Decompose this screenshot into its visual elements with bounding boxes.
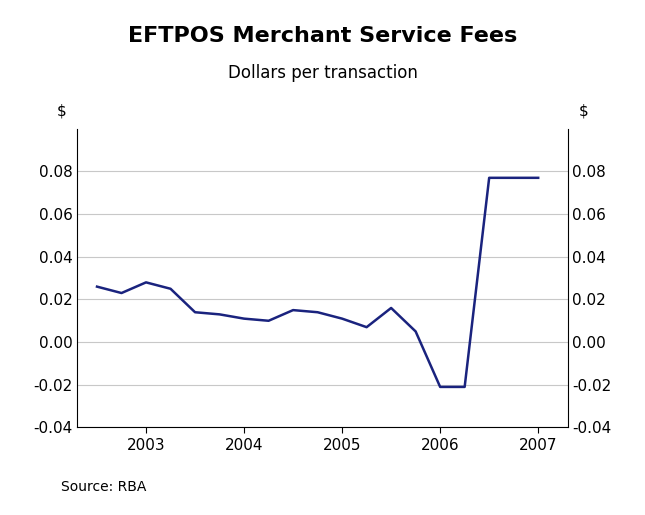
Text: Dollars per transaction: Dollars per transaction [228, 64, 417, 82]
Text: $: $ [579, 104, 589, 118]
Text: Source: RBA: Source: RBA [61, 480, 146, 494]
Text: EFTPOS Merchant Service Fees: EFTPOS Merchant Service Fees [128, 26, 517, 46]
Text: $: $ [56, 104, 66, 118]
